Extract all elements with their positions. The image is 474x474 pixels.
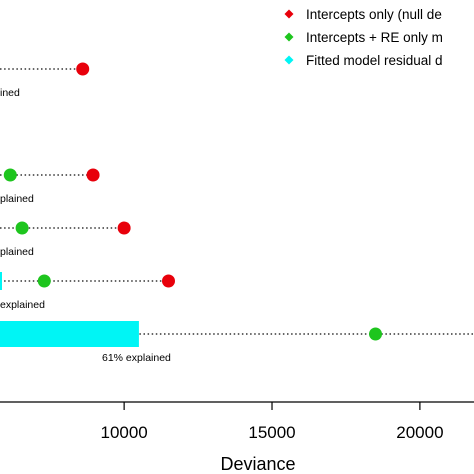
residual-deviance-bar — [0, 272, 2, 290]
re-only-point — [369, 327, 383, 341]
explained-annotation: plained — [0, 193, 34, 205]
null-deviance-point — [161, 274, 175, 288]
legend-entry-re: Intercepts + RE only m — [284, 30, 443, 45]
x-tick-label: 10000 — [100, 423, 147, 442]
legend-marker-re — [284, 32, 294, 42]
legend-label: Fitted model residual d — [306, 53, 443, 68]
legend-marker-null — [284, 9, 294, 19]
null-deviance-point — [86, 168, 100, 182]
null-deviance-point — [76, 62, 90, 76]
explained-annotation: explained — [0, 299, 45, 311]
explained-annotation: ined — [0, 87, 20, 99]
x-tick-label: 15000 — [248, 423, 295, 442]
x-axis: 5000100001500020000 — [0, 401, 474, 442]
chart-row-4: explained — [0, 272, 175, 311]
chart-row-2: plained — [0, 168, 100, 205]
chart-rows: ined plained plained explained 61% explained — [0, 62, 474, 364]
chart-row-3: plained — [0, 221, 131, 258]
chart-row-1: ined — [0, 62, 90, 99]
x-axis-ticks: 5000100001500020000 — [100, 402, 444, 442]
x-tick-label: 20000 — [396, 423, 443, 442]
re-only-point — [37, 274, 51, 288]
explained-annotation: 61% explained — [102, 352, 171, 364]
legend-marker-residual — [284, 55, 294, 65]
re-only-point — [15, 221, 29, 235]
residual-deviance-bar — [0, 321, 139, 347]
legend-entry-residual: Fitted model residual d — [284, 53, 443, 68]
null-deviance-point — [117, 221, 131, 235]
chart-row-5: 61% explained — [0, 321, 474, 364]
legend-label: Intercepts only (null de — [306, 7, 442, 22]
x-axis-title: Deviance — [220, 454, 295, 474]
explained-annotation: plained — [0, 246, 34, 258]
legend-label: Intercepts + RE only m — [306, 30, 443, 45]
re-only-point — [3, 168, 17, 182]
legend-entry-null: Intercepts only (null de — [284, 7, 442, 22]
legend: Intercepts only (null de Intercepts + RE … — [284, 7, 443, 68]
